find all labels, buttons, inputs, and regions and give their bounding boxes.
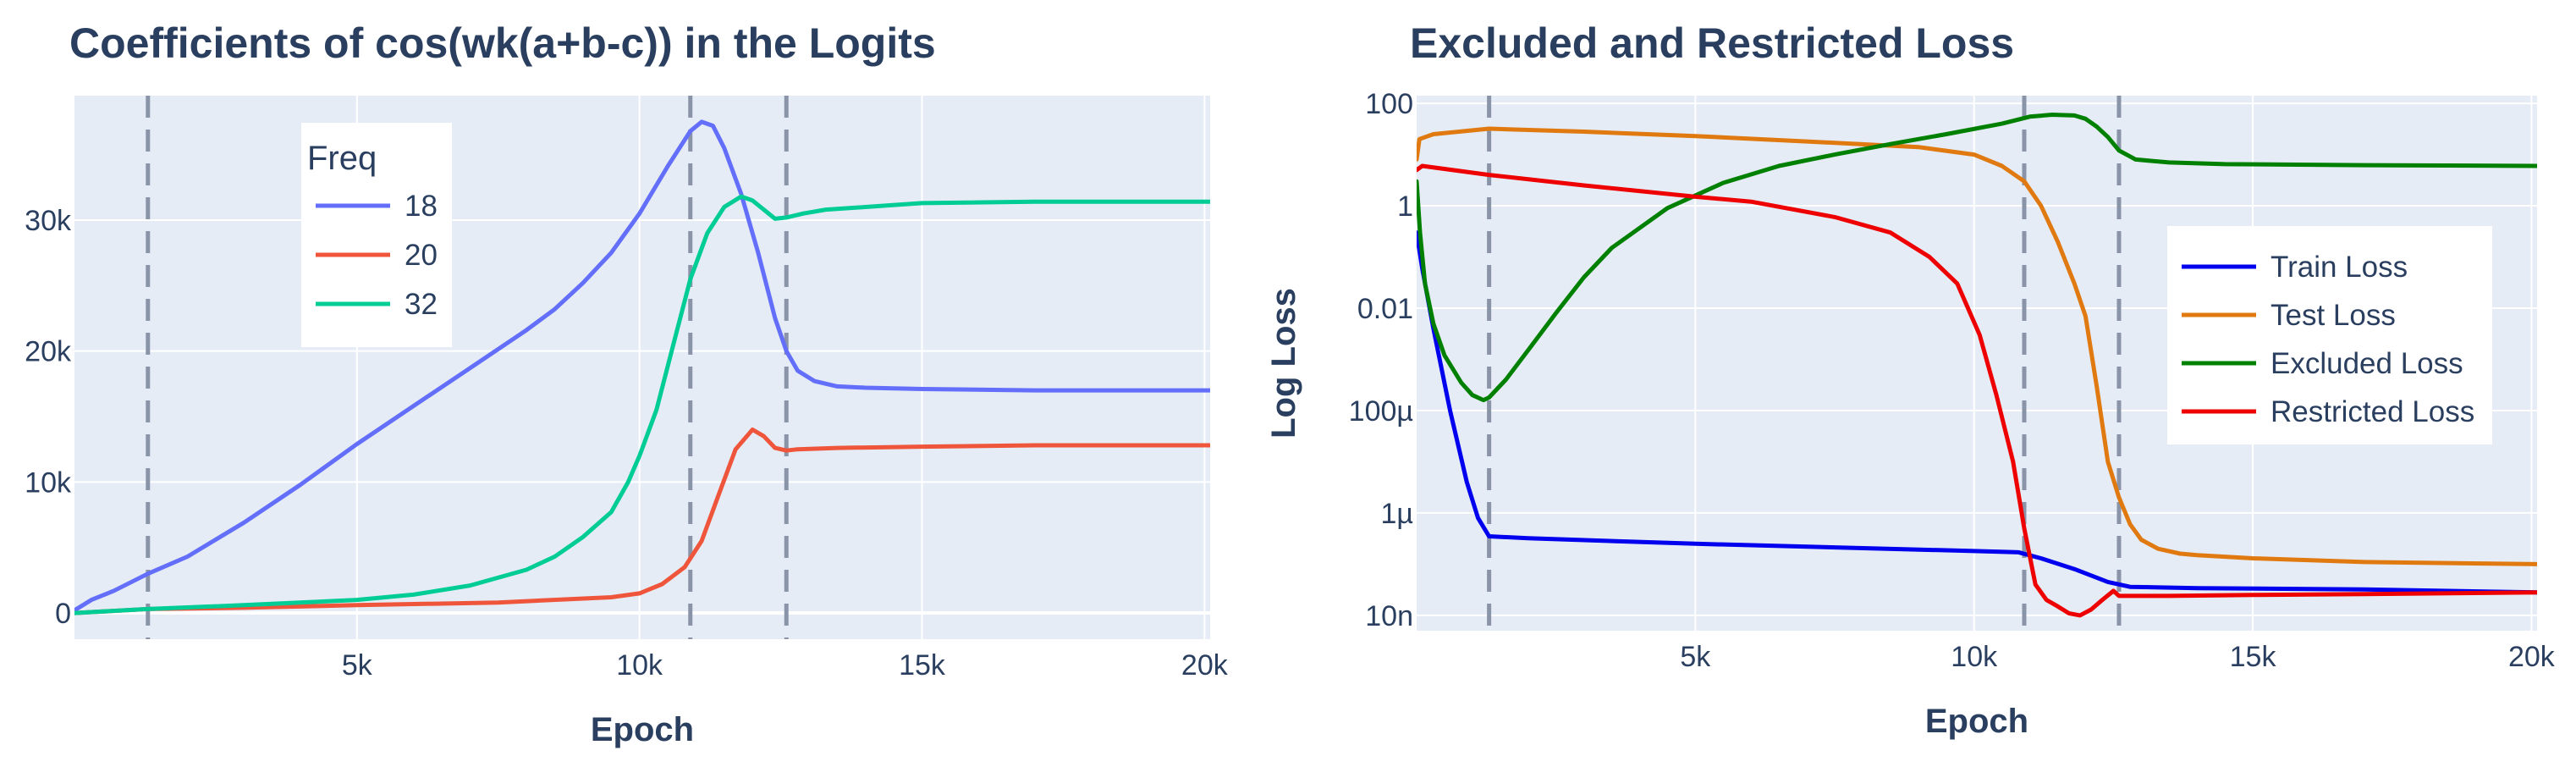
y-tick-label: 100µ	[1349, 395, 1413, 428]
y-tick-label: 30k	[25, 205, 72, 237]
legend-label: 20	[405, 239, 438, 272]
series-line-restricted-loss	[1417, 163, 2537, 618]
x-tick-label: 5k	[342, 649, 373, 681]
x-axis-title: Epoch	[591, 711, 694, 748]
legend-label: 32	[405, 288, 438, 321]
y-tick-label: 1	[1397, 190, 1413, 223]
x-axis-title: Epoch	[1925, 703, 2028, 740]
y-axis-title: Log Loss	[1265, 288, 1302, 439]
series-line-32	[74, 194, 1210, 615]
chart-title: Coefficients of cos(wk(a+b-c)) in the Lo…	[69, 19, 936, 67]
x-tick-label: 20k	[2508, 641, 2556, 673]
chart-title: Excluded and Restricted Loss	[1410, 19, 2014, 67]
x-tick-label: 5k	[1680, 641, 1711, 673]
legend-label: 18	[405, 190, 438, 223]
y-tick-label: 100	[1365, 88, 1413, 120]
x-tick-label: 20k	[1181, 649, 1229, 681]
y-tick-label: 10n	[1365, 600, 1413, 632]
series-line-20	[74, 428, 1210, 615]
y-tick-label: 0	[55, 598, 71, 630]
legend-label: Test Loss	[2271, 299, 2396, 332]
chart-coefficients: 5k 10k 15k 20k 0 10k 20k 30k Coefficients of cos…	[25, 19, 1229, 748]
x-tick-label: 15k	[2230, 641, 2277, 673]
series-line-18	[74, 119, 1210, 613]
legend-box	[301, 123, 452, 347]
legend-box	[2167, 226, 2492, 444]
series-line-train-loss	[1417, 230, 2537, 595]
legend-title: Freq	[307, 140, 377, 177]
x-tick-label: 10k	[616, 649, 663, 681]
x-tick-label: 15k	[899, 649, 946, 681]
y-tick-label: 10k	[25, 466, 72, 499]
legend-label: Restricted Loss	[2271, 395, 2474, 428]
y-tick-label: 1µ	[1381, 498, 1414, 530]
legend-label: Train Loss	[2271, 251, 2408, 284]
legend: Freq 18 20 32	[301, 123, 452, 347]
series-line-test-loss	[1417, 126, 2537, 566]
chart-excluded-restricted-loss: 5k 10k 15k 20k 100 1 0.01 100µ 1µ 10n Excluded and…	[1265, 19, 2556, 740]
x-tick-label: 10k	[1951, 641, 1998, 673]
plot-area	[74, 96, 1210, 639]
legend-label: Excluded Loss	[2271, 347, 2463, 380]
y-tick-label: 0.01	[1357, 293, 1413, 325]
y-tick-label: 20k	[25, 336, 72, 368]
series-line-excluded-loss	[1417, 113, 2537, 403]
legend: Train Loss Test Loss Excluded Loss Restrict…	[2167, 226, 2492, 444]
